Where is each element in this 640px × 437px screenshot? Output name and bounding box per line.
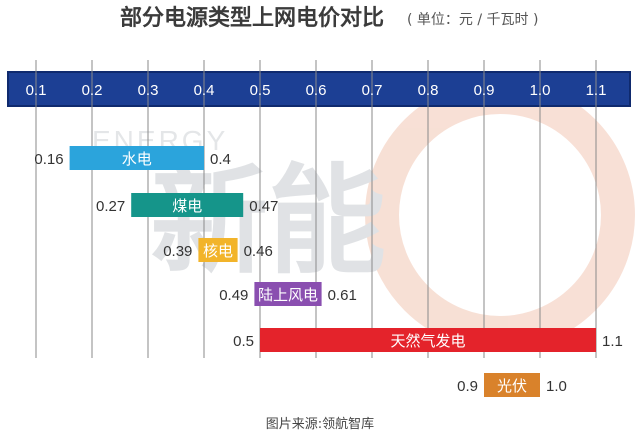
bar: [198, 238, 238, 262]
bar-label: 光伏: [497, 377, 527, 395]
bar-group: 核电 0.39 0.46: [163, 238, 273, 262]
unit-label: ( 单位：元 / 千瓦时 ): [407, 12, 538, 28]
max-value-label: 1.1: [602, 333, 623, 350]
source-credit: 图片来源:领航智库: [266, 416, 374, 432]
bar: [69, 146, 204, 170]
bar: [254, 282, 322, 306]
x-tick-label: 0.9: [474, 82, 495, 99]
bar-label: 核电: [203, 242, 233, 260]
max-value-label: 0.61: [328, 287, 357, 304]
max-value-label: 1.0: [546, 378, 567, 395]
bar-group: 光伏 0.9 1.0: [457, 373, 567, 397]
bar-label: 天然气发电: [390, 332, 465, 350]
min-value-label: 0.39: [163, 243, 192, 260]
x-tick-label: 0.7: [362, 82, 383, 99]
bar-label: 水电: [122, 150, 152, 168]
x-tick-label: 0.5: [250, 82, 271, 99]
bar-label: 煤电: [172, 197, 202, 215]
axis-band: [7, 71, 631, 107]
bar: [260, 328, 596, 352]
x-tick-label: 1.1: [586, 82, 607, 99]
bars: 水电 0.16 0.4 煤电 0.27 0.47 核电 0.39 0.46 陆上风电 0.49 0.6…: [34, 146, 623, 397]
axis-ticks: 0.1 0.2 0.3 0.4 0.5 0.6 0.7 0.8 0.9 1.0 1.1: [26, 82, 607, 99]
bar-group: 煤电 0.27 0.47: [96, 193, 278, 217]
page-title: 部分电源类型上网电价对比: [120, 5, 384, 31]
bar-group: 陆上风电 0.49 0.61: [219, 282, 357, 306]
min-value-label: 0.49: [219, 287, 248, 304]
bar-label: 陆上风电: [258, 286, 318, 304]
x-tick-label: 0.3: [138, 82, 159, 99]
bar: [484, 373, 540, 397]
bar: [131, 193, 244, 217]
watermark-ring: [365, 80, 635, 350]
x-tick-label: 0.1: [26, 82, 47, 99]
min-value-label: 0.27: [96, 198, 125, 215]
x-tick-label: 1.0: [530, 82, 551, 99]
bar-group: 水电 0.16 0.4: [34, 146, 231, 170]
min-value-label: 0.16: [34, 151, 63, 168]
max-value-label: 0.46: [244, 243, 273, 260]
watermark-text: 新能: [150, 152, 386, 290]
x-tick-label: 0.2: [82, 82, 103, 99]
x-tick-label: 0.4: [194, 82, 215, 99]
max-value-label: 0.4: [210, 151, 231, 168]
bar-group: 天然气发电 0.5 1.1: [233, 328, 623, 352]
gridlines: [35, 60, 597, 358]
x-tick-label: 0.8: [418, 82, 439, 99]
x-tick-label: 0.6: [306, 82, 327, 99]
min-value-label: 0.5: [233, 333, 254, 350]
min-value-label: 0.9: [457, 378, 478, 395]
max-value-label: 0.47: [249, 198, 278, 215]
